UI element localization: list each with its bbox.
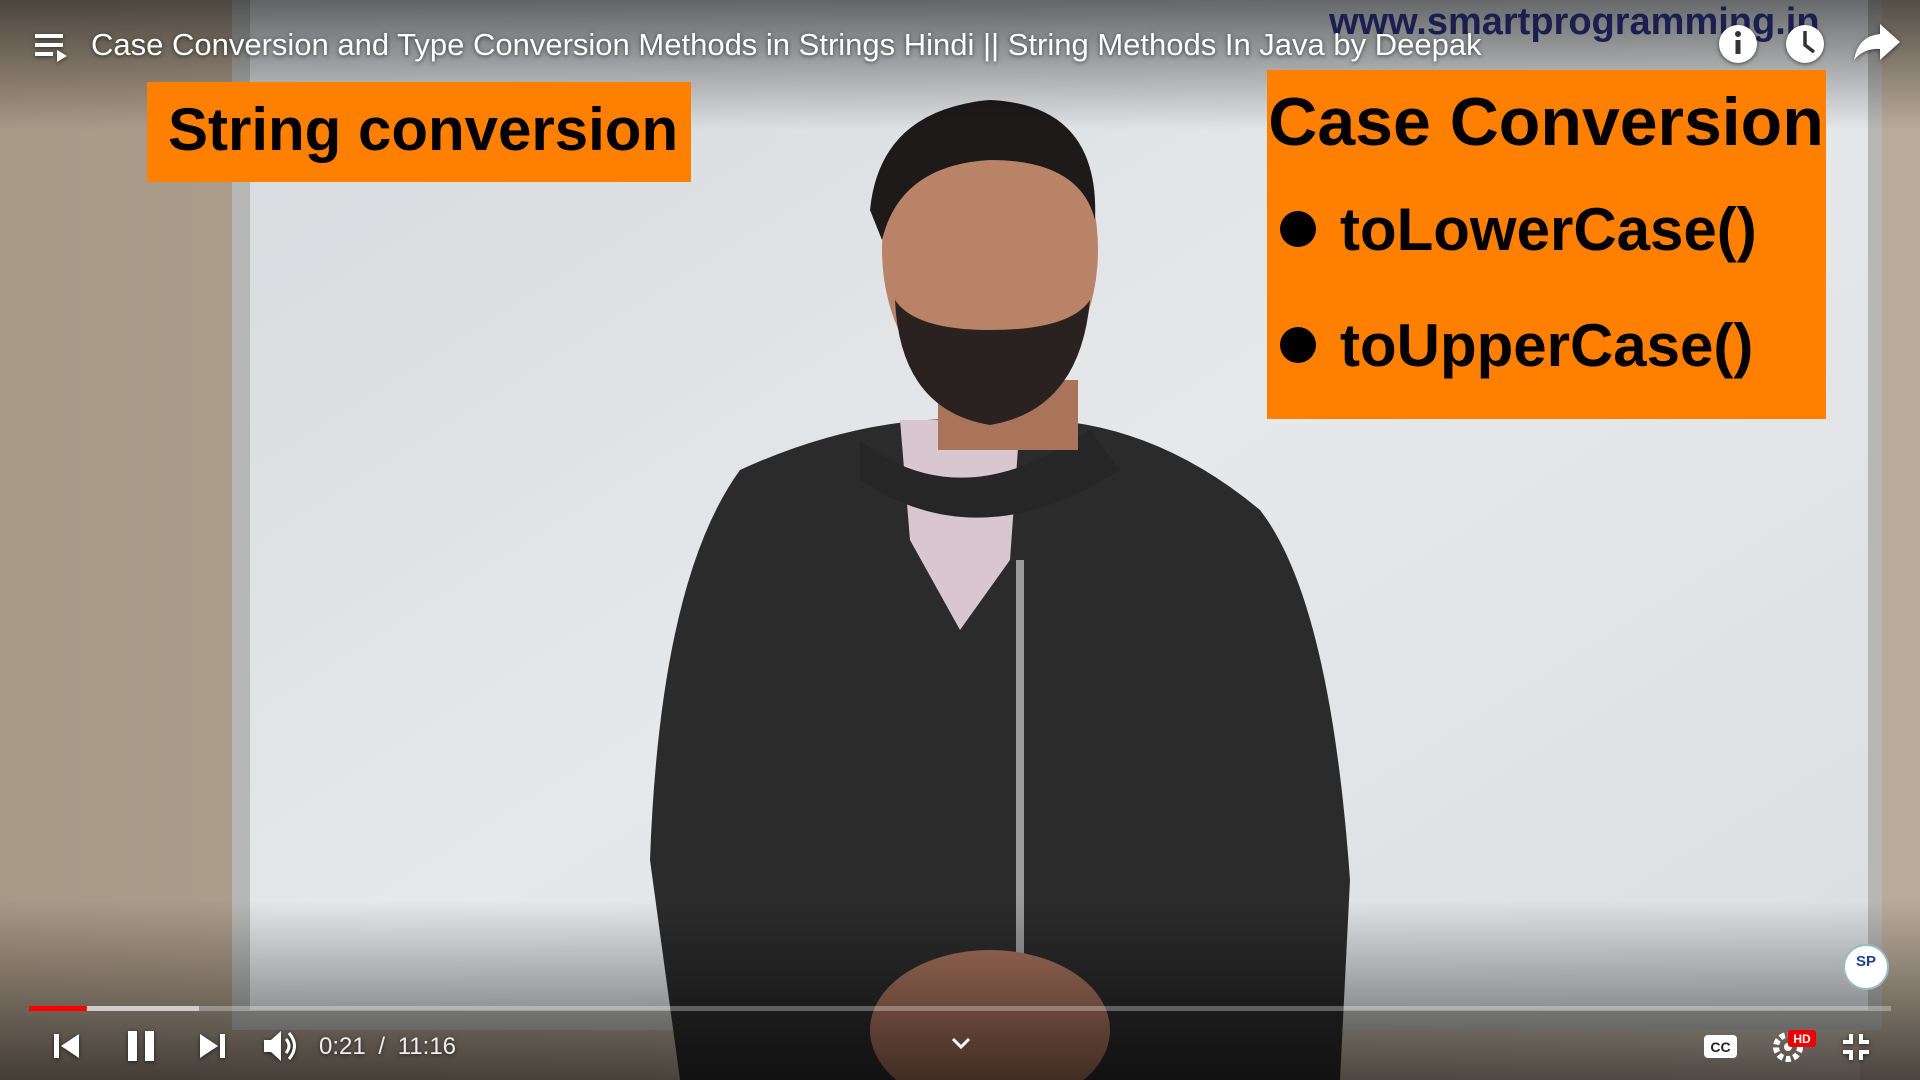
overlay-box bbox=[1267, 70, 1826, 419]
previous-button[interactable] bbox=[54, 1034, 79, 1058]
info-button[interactable] bbox=[1719, 25, 1757, 63]
bottom-gradient bbox=[0, 900, 1920, 1080]
progress-track[interactable] bbox=[29, 1006, 1891, 1011]
watch-later-button[interactable] bbox=[1786, 25, 1824, 63]
current-time: 0:21 bbox=[319, 1033, 366, 1060]
bullet bbox=[1280, 327, 1316, 363]
duration: 11:16 bbox=[398, 1033, 456, 1060]
overlay-text: String conversion bbox=[168, 96, 678, 163]
overlay-box bbox=[147, 82, 691, 182]
progress-played bbox=[29, 1006, 87, 1011]
expand-chevron[interactable] bbox=[951, 1037, 971, 1050]
playlist-button[interactable] bbox=[35, 34, 67, 62]
share-button[interactable] bbox=[1854, 24, 1900, 60]
overlay-item: toUpperCase() bbox=[1340, 312, 1753, 379]
logo-text: SP bbox=[1856, 953, 1876, 970]
pause-button[interactable] bbox=[128, 1031, 154, 1061]
time-display: 0:21 / 11:16 bbox=[319, 1033, 456, 1060]
bullet bbox=[1280, 211, 1316, 247]
overlay-item: toLowerCase() bbox=[1340, 196, 1757, 263]
video-title[interactable]: Case Conversion and Type Conversion Meth… bbox=[91, 27, 1482, 62]
hd-badge: HD bbox=[1793, 1032, 1811, 1046]
volume-button[interactable] bbox=[264, 1031, 296, 1061]
next-button[interactable] bbox=[200, 1034, 225, 1058]
channel-logo[interactable]: SP bbox=[1843, 944, 1889, 990]
captions-button[interactable]: CC bbox=[1704, 1035, 1737, 1058]
time-separator: / bbox=[378, 1033, 385, 1060]
overlay-heading: Case Conversion bbox=[1268, 84, 1824, 160]
exit-fullscreen-button[interactable] bbox=[1843, 1034, 1869, 1060]
settings-button[interactable]: HD bbox=[1773, 1030, 1816, 1062]
cc-label: CC bbox=[1710, 1039, 1730, 1055]
progress-buffer bbox=[29, 1006, 199, 1011]
